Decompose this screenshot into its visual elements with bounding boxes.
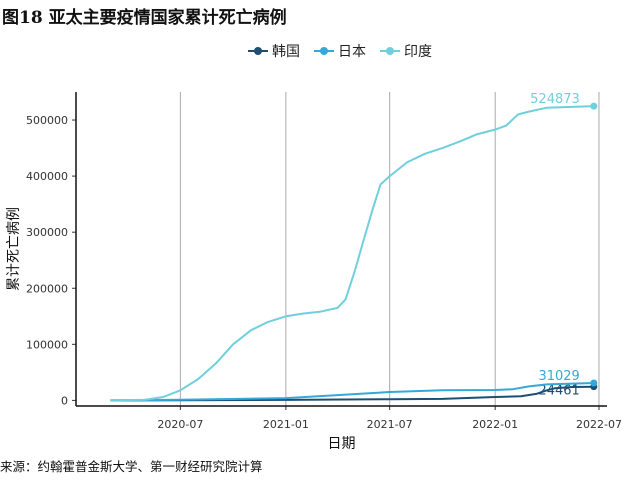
series-end-label-2: 524873: [530, 92, 580, 107]
series-end-label-0: 24461: [538, 384, 579, 399]
legend-label-korea: 韩国: [272, 44, 300, 60]
legend-item-korea: 韩国: [248, 41, 300, 61]
legend-item-japan: 日本: [314, 41, 366, 61]
y-tick-label: 100000: [26, 338, 68, 351]
legend-key-india-icon: [380, 44, 400, 58]
y-tick-label: 0: [61, 394, 68, 407]
series-line-0: [110, 385, 594, 402]
legend-label-india: 印度: [404, 44, 432, 60]
series-line-2: [110, 105, 594, 402]
series-end-point-1: [590, 379, 598, 387]
legend-label-japan: 日本: [338, 44, 366, 60]
series-end-point-2: [590, 102, 598, 110]
x-tick-label: 2022-07: [576, 418, 622, 431]
x-tick-label: 2021-07: [367, 418, 413, 431]
x-tick-label: 2021-01: [263, 418, 309, 431]
x-tick-label: 2020-07: [157, 418, 203, 431]
series-line-1: [110, 382, 594, 402]
legend-key-japan-icon: [314, 44, 334, 58]
y-tick-label: 300000: [26, 226, 68, 239]
y-tick-label: 400000: [26, 170, 68, 183]
series-end-label-1: 31029: [538, 369, 579, 384]
legend-item-india: 印度: [380, 41, 432, 61]
chart-title: 图18 亚太主要疫情国家累计死亡病例: [2, 8, 287, 28]
x-axis-title: 日期: [328, 436, 356, 452]
legend: 韩国 日本 印度: [248, 41, 446, 61]
x-tick-label: 2022-01: [472, 418, 518, 431]
source-note: 来源：约翰霍普金斯大学、第一财经研究院计算: [0, 459, 263, 474]
y-tick-label: 500000: [26, 114, 68, 127]
y-axis-title: 累计死亡病例: [6, 207, 22, 291]
y-tick-label: 200000: [26, 282, 68, 295]
legend-key-korea-icon: [248, 44, 268, 58]
